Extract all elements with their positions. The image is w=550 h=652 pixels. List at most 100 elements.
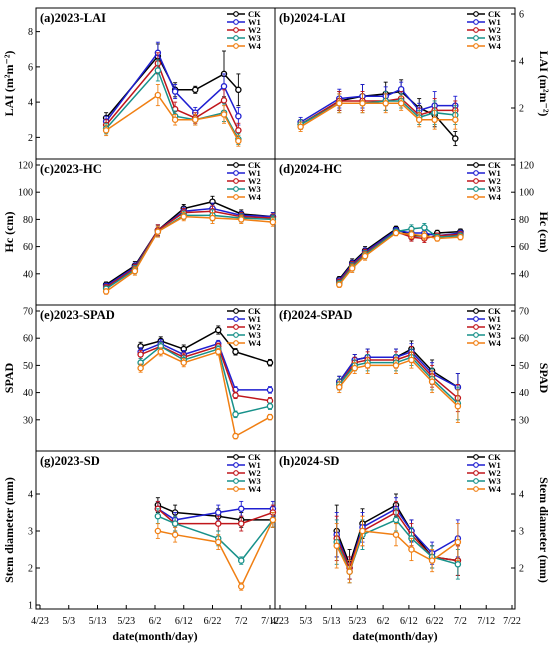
series-w2 [333, 500, 462, 580]
panel-title: (a)2023-LAI [40, 11, 106, 25]
data-point [157, 348, 164, 356]
x-tick-label: 5/3 [62, 616, 75, 627]
series-line [140, 345, 271, 402]
series-w1 [336, 343, 462, 402]
y-axis-title: SPAD [537, 363, 550, 394]
data-point [209, 214, 216, 222]
data-point [154, 67, 162, 74]
panel-title: (h)2024-SD [279, 454, 339, 468]
legend-label: W2 [248, 176, 261, 186]
x-tick-label: 5/23 [348, 616, 366, 627]
data-point [237, 520, 245, 527]
legend-marker [473, 170, 479, 176]
y-tick-label: 2 [28, 564, 33, 575]
legend-marker [233, 454, 239, 460]
y-tick-label: 40 [519, 388, 529, 399]
legend-label: W3 [248, 33, 261, 43]
legend-label: CK [488, 160, 501, 170]
data-point [397, 85, 405, 93]
data-point [392, 362, 400, 369]
panel-title: (g)2023-SD [40, 454, 100, 468]
legend-marker [473, 316, 479, 322]
legend-marker [473, 308, 479, 314]
y-axis-title: Stem diameter (mm) [537, 477, 550, 583]
data-point [214, 509, 222, 516]
series-line [105, 51, 240, 122]
data-point [336, 100, 343, 107]
legend-marker [233, 35, 239, 41]
legend-label: W4 [488, 41, 502, 51]
legend-label: W2 [488, 176, 501, 186]
x-tick-label: 6/22 [204, 616, 222, 627]
data-point [346, 568, 353, 575]
y-tick-label: 3 [519, 527, 524, 538]
y-tick-label: 70 [23, 307, 33, 318]
legend-marker [233, 478, 239, 484]
data-point [452, 135, 459, 142]
series-line [140, 342, 270, 391]
y-tick-label: 60 [23, 242, 33, 253]
data-point [392, 531, 400, 538]
legend-label: W4 [488, 484, 502, 494]
legend-marker [233, 186, 239, 192]
data-point [415, 116, 423, 124]
legend-marker [473, 478, 479, 484]
legend-marker [233, 194, 239, 200]
legend-marker [233, 308, 239, 314]
data-point [214, 538, 222, 546]
y-tick-label: 2 [519, 104, 524, 115]
legend-marker [233, 178, 239, 184]
legend-marker [473, 454, 479, 460]
y-tick-label: 30 [23, 415, 33, 426]
legend-marker [233, 19, 239, 25]
legend-label: W1 [248, 17, 261, 27]
y-tick-label: 120 [18, 161, 33, 172]
legend-label: W2 [248, 468, 261, 478]
y-axis-title: Hc (cm) [537, 212, 550, 253]
data-point [235, 127, 242, 134]
legend-marker [473, 470, 479, 476]
data-point [382, 100, 389, 107]
x-axis-title: date(month/day) [352, 629, 437, 643]
data-point [392, 229, 400, 237]
panel-title: (f)2024-SPAD [279, 308, 352, 322]
y-tick-label: 30 [519, 415, 529, 426]
data-point [237, 583, 245, 590]
legend-label: CK [488, 9, 501, 19]
x-tick-label: 7/2 [454, 616, 467, 627]
x-tick-label: 6/12 [175, 616, 193, 627]
legend-marker [473, 162, 479, 168]
legend-label: W4 [248, 484, 262, 494]
data-point [191, 86, 199, 94]
data-point [408, 356, 415, 364]
data-point [408, 231, 415, 238]
data-point [232, 411, 239, 418]
data-point [154, 527, 162, 535]
data-point [102, 288, 110, 295]
legend-marker [473, 27, 479, 33]
legend-label: W1 [248, 314, 261, 324]
legend-label: CK [488, 306, 501, 316]
legend-label: W2 [488, 25, 501, 35]
y-tick-label: 40 [23, 269, 33, 280]
y-tick-label: 6 [519, 10, 524, 21]
legend-marker [473, 35, 479, 41]
y-tick-label: 100 [519, 188, 534, 199]
data-point [131, 267, 139, 275]
series-line [140, 350, 271, 438]
y-tick-label: 3 [28, 527, 33, 538]
data-point [214, 348, 222, 356]
data-point [454, 538, 462, 546]
data-point [359, 100, 366, 107]
legend-marker [473, 340, 479, 346]
legend-label: W2 [248, 322, 261, 332]
data-point [421, 232, 428, 239]
legend-marker [233, 27, 239, 33]
legend-marker [233, 470, 239, 476]
legend-marker [473, 486, 479, 492]
legend-label: W2 [488, 322, 501, 332]
legend-marker [233, 170, 239, 176]
